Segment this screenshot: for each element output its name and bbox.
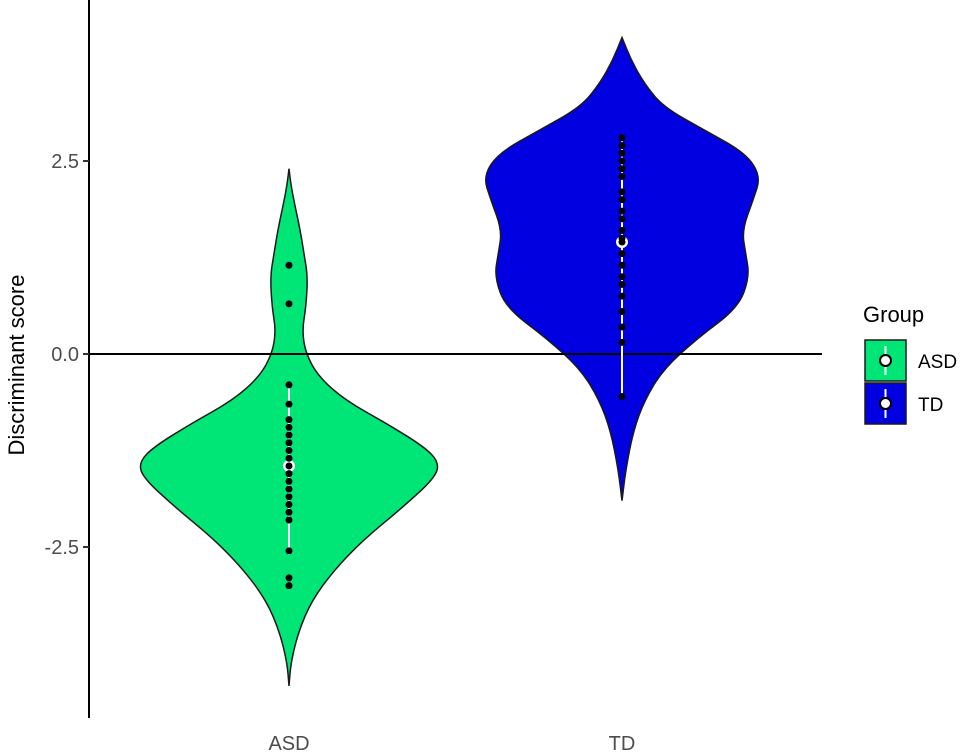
data-point	[618, 196, 626, 204]
data-point	[285, 485, 293, 493]
data-point	[285, 477, 293, 485]
data-point	[285, 416, 293, 424]
data-point	[285, 493, 293, 501]
data-point	[618, 142, 626, 150]
data-point	[618, 392, 626, 400]
data-point	[285, 439, 293, 447]
data-point	[285, 462, 293, 470]
data-point	[618, 188, 626, 196]
violin-layer	[139, 35, 759, 687]
data-point	[618, 281, 626, 289]
y-axis-label: Discriminant score	[4, 275, 29, 456]
legend: Group ASD TD	[863, 302, 957, 425]
data-point	[285, 300, 293, 308]
data-point	[285, 447, 293, 454]
data-point	[285, 431, 293, 439]
y-tick-label: 0.0	[51, 344, 79, 366]
data-point	[618, 226, 626, 234]
points-layer	[285, 134, 626, 590]
data-point	[618, 149, 626, 157]
data-point	[618, 238, 626, 246]
data-point	[618, 292, 626, 300]
x-ticks: ASD TD	[268, 733, 635, 755]
y-ticks: -2.5 0.0 2.5	[45, 151, 89, 559]
data-point	[618, 273, 626, 281]
data-point	[285, 516, 293, 524]
legend-marker	[879, 354, 892, 367]
legend-label: ASD	[918, 352, 957, 373]
data-point	[285, 261, 293, 269]
data-point	[618, 338, 626, 346]
x-tick-label-asd: ASD	[268, 733, 309, 755]
legend-marker	[879, 397, 892, 410]
legend-title: Group	[863, 302, 924, 327]
data-point	[285, 501, 293, 509]
data-point	[285, 547, 293, 555]
data-point	[285, 454, 293, 462]
data-point	[618, 165, 626, 173]
data-point	[618, 134, 626, 142]
data-point	[285, 574, 293, 582]
data-point	[285, 582, 293, 590]
x-tick-label-td: TD	[609, 733, 636, 755]
data-point	[618, 308, 626, 316]
data-point	[285, 508, 293, 516]
data-point	[618, 172, 626, 180]
y-tick-label: -2.5	[45, 537, 79, 559]
data-point	[618, 157, 626, 165]
data-point	[618, 323, 626, 331]
data-point	[285, 423, 293, 431]
legend-label: TD	[918, 395, 943, 416]
data-point	[285, 400, 293, 408]
legend-item-td: TD	[864, 382, 943, 425]
legend-item-asd: ASD	[864, 339, 957, 382]
data-point	[618, 215, 626, 223]
data-point	[618, 250, 626, 258]
data-point	[618, 207, 626, 215]
data-point	[618, 261, 626, 269]
data-point	[285, 470, 293, 478]
data-point	[285, 381, 293, 389]
y-tick-label: 2.5	[51, 151, 79, 173]
